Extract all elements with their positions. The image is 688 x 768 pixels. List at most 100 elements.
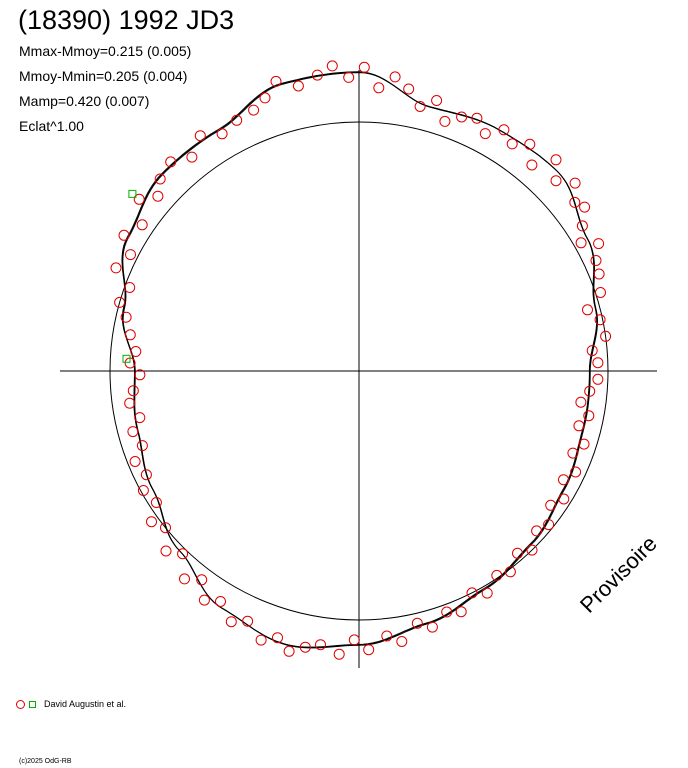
observation-point: [179, 573, 190, 585]
chart-title: (18390) 1992 JD3: [18, 5, 235, 35]
observation-point: [110, 262, 122, 274]
observation-point: [545, 499, 557, 511]
observation-point: [526, 544, 538, 556]
observation-point: [292, 80, 304, 92]
legend-square-icon: [29, 700, 36, 708]
observation-point: [466, 587, 478, 599]
observation-point: [198, 594, 210, 606]
observation-point: [578, 438, 590, 450]
observation-point: [315, 639, 326, 651]
observation-point: [311, 69, 323, 81]
observation-point: [225, 616, 237, 628]
observation-point: [550, 175, 562, 187]
observation-point: [140, 469, 152, 481]
reference-circle: [109, 121, 609, 621]
fit-curve-line: [122, 72, 599, 649]
observation-point: [255, 634, 267, 646]
observation-point: [491, 569, 503, 581]
observation-point: [194, 130, 206, 142]
observation-point: [127, 385, 139, 397]
observation-point: [439, 115, 451, 127]
observation-point: [129, 456, 141, 467]
observation-point: [584, 385, 596, 397]
observation-point: [231, 114, 243, 126]
observation-point: [124, 329, 136, 341]
observation-point: [426, 621, 438, 633]
observation-point: [160, 545, 172, 557]
stat-eclat: Eclat^1.00: [19, 118, 84, 134]
observation-point: [593, 238, 605, 250]
observation-point: [186, 151, 198, 163]
observation-point: [471, 112, 483, 124]
observation-point: [196, 574, 208, 586]
observation-point: [575, 237, 587, 249]
marker-square: [122, 354, 131, 363]
observation-point: [586, 345, 598, 357]
marker-square: [128, 189, 137, 198]
observation-point: [582, 304, 593, 316]
observation-point: [506, 138, 518, 150]
legend-label: David Augustin et al.: [44, 699, 127, 709]
observation-point: [146, 516, 157, 528]
observation-point: [242, 615, 254, 627]
observation-point: [456, 111, 468, 123]
observation-point: [165, 156, 177, 168]
observation-point: [136, 219, 148, 231]
observation-point: [333, 648, 345, 660]
observation-point: [326, 60, 338, 72]
observation-point: [431, 95, 443, 106]
observation-point: [592, 373, 604, 385]
observation-point: [558, 474, 569, 486]
observation-point: [441, 606, 453, 618]
legend-circle-icon: [16, 699, 25, 709]
observation-point: [414, 101, 426, 112]
observation-point: [389, 71, 401, 83]
observation-point: [455, 606, 467, 618]
observation-point: [125, 249, 136, 261]
observation-point: [570, 466, 582, 478]
observation-point: [120, 311, 132, 323]
observation-point: [576, 220, 588, 232]
observation-point: [130, 346, 142, 357]
observation-point: [573, 420, 585, 432]
observation-point: [373, 82, 385, 94]
observation-point: [498, 124, 510, 136]
observation-point: [272, 632, 283, 644]
observation-point: [593, 268, 605, 280]
observation-point: [137, 485, 149, 496]
observation-point: [299, 641, 311, 653]
observation-point: [358, 61, 370, 73]
observation-point: [396, 636, 408, 647]
copyright-text: (c)2025 OdG-RB: [19, 758, 72, 765]
observation-point: [531, 525, 543, 537]
observation-point: [216, 128, 228, 140]
observation-point: [343, 71, 355, 83]
observation-point: [481, 587, 493, 599]
observation-point: [283, 645, 295, 657]
observation-point: [150, 497, 162, 508]
observation-point: [270, 75, 282, 87]
observation-point: [124, 282, 136, 293]
observation-point: [363, 644, 375, 656]
observation-point: [543, 519, 555, 531]
observation-point: [177, 548, 189, 560]
observation-point: [558, 493, 570, 505]
observation-point: [524, 138, 536, 150]
observation-point: [127, 426, 139, 438]
observation-point: [567, 447, 579, 459]
observations-group: [110, 60, 612, 660]
observation-point: [526, 159, 538, 171]
observation-point: [595, 287, 606, 298]
observation-point: [381, 630, 393, 642]
observation-point: [411, 617, 423, 629]
observation-point: [592, 357, 604, 369]
observation-point: [124, 397, 136, 409]
observation-point: [550, 154, 562, 166]
observation-point: [118, 229, 130, 241]
observation-point: [579, 201, 591, 213]
observation-point: [575, 396, 587, 408]
observation-point: [114, 296, 126, 308]
observation-point: [133, 193, 145, 205]
observation-point: [134, 412, 146, 424]
